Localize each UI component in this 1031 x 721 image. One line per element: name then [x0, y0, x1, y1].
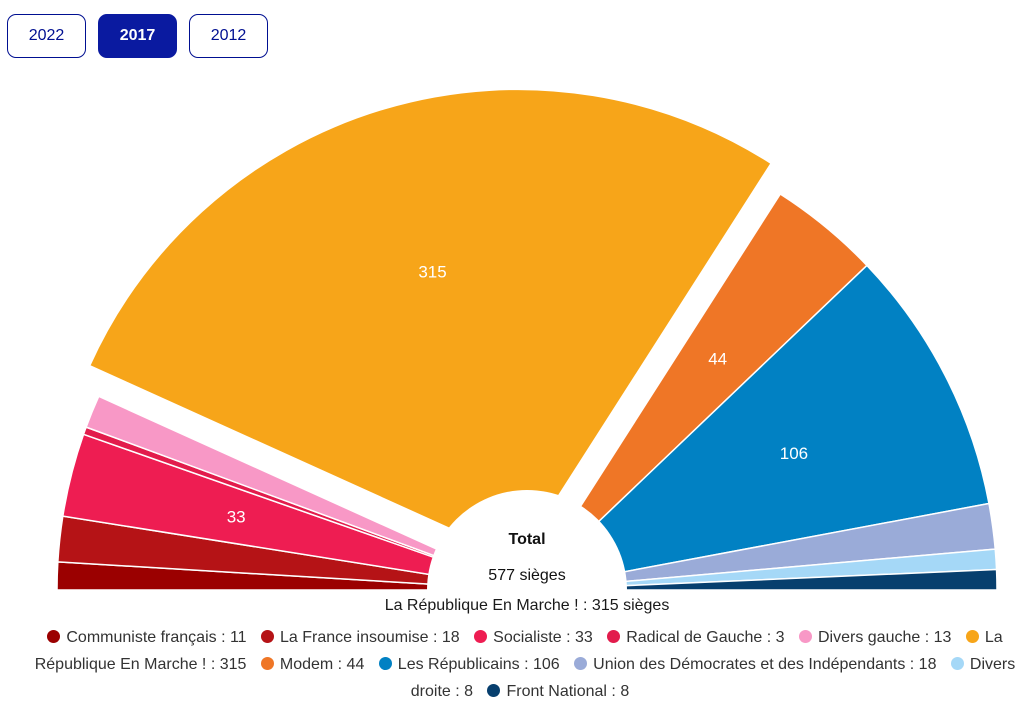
legend-label: Modem : 44	[279, 656, 365, 673]
slice-les-republicains[interactable]	[526, 264, 990, 591]
legend-label: Radical de Gauche : 3	[626, 629, 785, 646]
legend-swatch	[607, 630, 621, 643]
legend-label: Divers gauche : 13	[817, 629, 952, 646]
legend-label: Front National : 8	[506, 683, 630, 700]
legend-label: Socialiste : 33	[493, 629, 593, 646]
legend-item-divers-droite[interactable]: Divers droite : 8	[411, 656, 1016, 700]
center-hole	[427, 490, 627, 600]
legend-label: Les Républicains : 106	[397, 656, 560, 673]
legend-item-la-france-insoumise[interactable]: La France insoumise : 18	[261, 629, 460, 646]
year-tabs: 2022 2017 2012	[7, 14, 268, 58]
legend-label: Communiste français : 11	[66, 629, 247, 646]
legend-swatch	[260, 657, 274, 670]
legend-item-radical-de-gauche[interactable]: Radical de Gauche : 3	[607, 629, 785, 646]
legend-item-front-national[interactable]: Front National : 8	[487, 683, 629, 700]
legend-swatch	[950, 657, 964, 670]
slice-front-national[interactable]	[526, 568, 998, 591]
chart-legend: Communiste français : 11 La France insou…	[30, 624, 1020, 705]
legend-swatch	[965, 630, 979, 643]
data-label-modem: 44	[708, 349, 727, 368]
legend-swatch	[574, 657, 588, 670]
hover-caption: La République En Marche ! : 315 sièges	[384, 597, 670, 614]
center-total-value: 577 sièges	[488, 567, 565, 584]
legend-label: Divers droite : 8	[410, 656, 1016, 700]
legend-item-socialiste[interactable]: Socialiste : 33	[474, 629, 593, 646]
parliament-seat-chart: 33 315 44 106 Total 577 sièges	[56, 88, 998, 600]
legend-swatch	[487, 684, 501, 697]
legend-swatch	[474, 630, 488, 643]
legend-label: La République En Marche ! : 315	[34, 629, 1003, 673]
legend-swatch	[261, 630, 275, 643]
year-button-2017[interactable]: 2017	[98, 14, 177, 58]
legend-label: Union des Démocrates et des Indépendants…	[593, 656, 937, 673]
year-button-2022[interactable]: 2022	[7, 14, 86, 58]
data-label-socialiste: 33	[227, 507, 246, 526]
slice-la-republique-en-marche[interactable]	[88, 88, 772, 561]
chart-slices	[56, 88, 998, 591]
data-label-la-republique-en-marche: 315	[418, 263, 446, 282]
legend-item-union-des-democrates-et-des-independants[interactable]: Union des Démocrates et des Indépendants…	[574, 656, 936, 673]
legend-label: La France insoumise : 18	[280, 629, 460, 646]
legend-item-les-republicains[interactable]: Les Républicains : 106	[378, 656, 560, 673]
chart-data-labels: 33 315 44 106	[227, 263, 808, 527]
legend-swatch	[798, 630, 812, 643]
legend-item-la-republique-en-marche[interactable]: La République En Marche ! : 315	[35, 629, 1003, 673]
center-total-label: Total	[508, 531, 545, 548]
legend-item-communiste-francais[interactable]: Communiste français : 11	[47, 629, 247, 646]
legend-swatch	[378, 657, 392, 670]
year-button-2012[interactable]: 2012	[189, 14, 268, 58]
slice-divers-gauche[interactable]	[85, 395, 528, 591]
legend-swatch	[47, 630, 61, 643]
legend-item-divers-gauche[interactable]: Divers gauche : 13	[798, 629, 952, 646]
legend-item-modem[interactable]: Modem : 44	[260, 656, 365, 673]
data-label-les-republicains: 106	[780, 444, 808, 463]
